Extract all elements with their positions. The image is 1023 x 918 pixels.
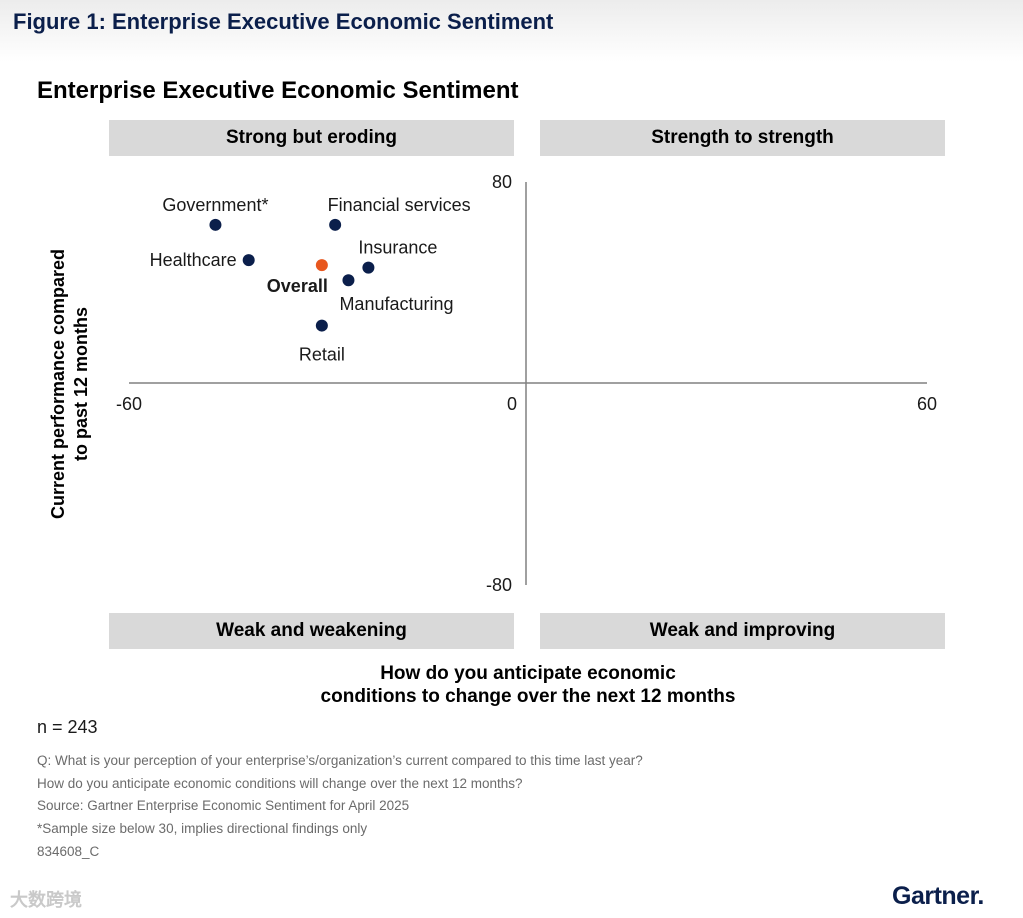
data-points: Government* Financial services Healthcare I… xyxy=(150,195,471,365)
footnote-question-2: How do you anticipate economic condition… xyxy=(37,776,523,791)
quadrant-label-bottom-right: Weak and improving xyxy=(540,613,945,649)
point-label-financial-services: Financial services xyxy=(328,195,471,215)
y-tick-label-min: -80 xyxy=(486,575,512,595)
footnote-question-1: Q: What is your perception of your enter… xyxy=(37,753,643,768)
footnote-code: 834608_C xyxy=(37,844,100,859)
point-label-manufacturing: Manufacturing xyxy=(339,294,453,314)
watermark: 大数跨境 xyxy=(10,890,82,910)
y-axis-label: Current performance compared to past 12 … xyxy=(48,248,91,520)
x-tick-label-min: -60 xyxy=(116,394,142,414)
point-retail xyxy=(315,319,328,332)
point-insurance xyxy=(362,261,375,274)
footnote-source: Source: Gartner Enterprise Economic Sent… xyxy=(37,798,410,813)
point-financial-services xyxy=(329,218,342,231)
point-manufacturing xyxy=(342,274,355,287)
point-healthcare xyxy=(242,254,255,267)
quadrant-label-top-right: Strength to strength xyxy=(540,120,945,156)
gartner-logo: Gartner. xyxy=(892,882,984,910)
figure-header: Figure 1: Enterprise Executive Economic … xyxy=(0,0,1023,62)
x-tick-label-zero: 0 xyxy=(507,394,517,414)
point-label-government: Government* xyxy=(162,195,268,215)
chart-title: Enterprise Executive Economic Sentiment xyxy=(37,77,519,104)
point-government xyxy=(209,218,222,231)
y-tick-label-max: 80 xyxy=(492,172,512,192)
x-tick-label-max: 60 xyxy=(917,394,937,414)
quadrant-label-top-left: Strong but eroding xyxy=(109,120,514,156)
sample-size: n = 243 xyxy=(37,717,98,737)
point-label-insurance: Insurance xyxy=(358,238,437,258)
point-label-retail: Retail xyxy=(299,345,345,365)
point-label-healthcare: Healthcare xyxy=(150,250,237,270)
x-axis-label: How do you anticipate economic condition… xyxy=(320,663,736,707)
quadrant-label-bottom-left: Weak and weakening xyxy=(109,613,514,649)
footnote-sample-note: *Sample size below 30, implies direction… xyxy=(37,821,368,836)
point-overall xyxy=(315,259,328,272)
point-label-overall: Overall xyxy=(267,276,328,296)
figure-title: Figure 1: Enterprise Executive Economic … xyxy=(13,9,554,34)
